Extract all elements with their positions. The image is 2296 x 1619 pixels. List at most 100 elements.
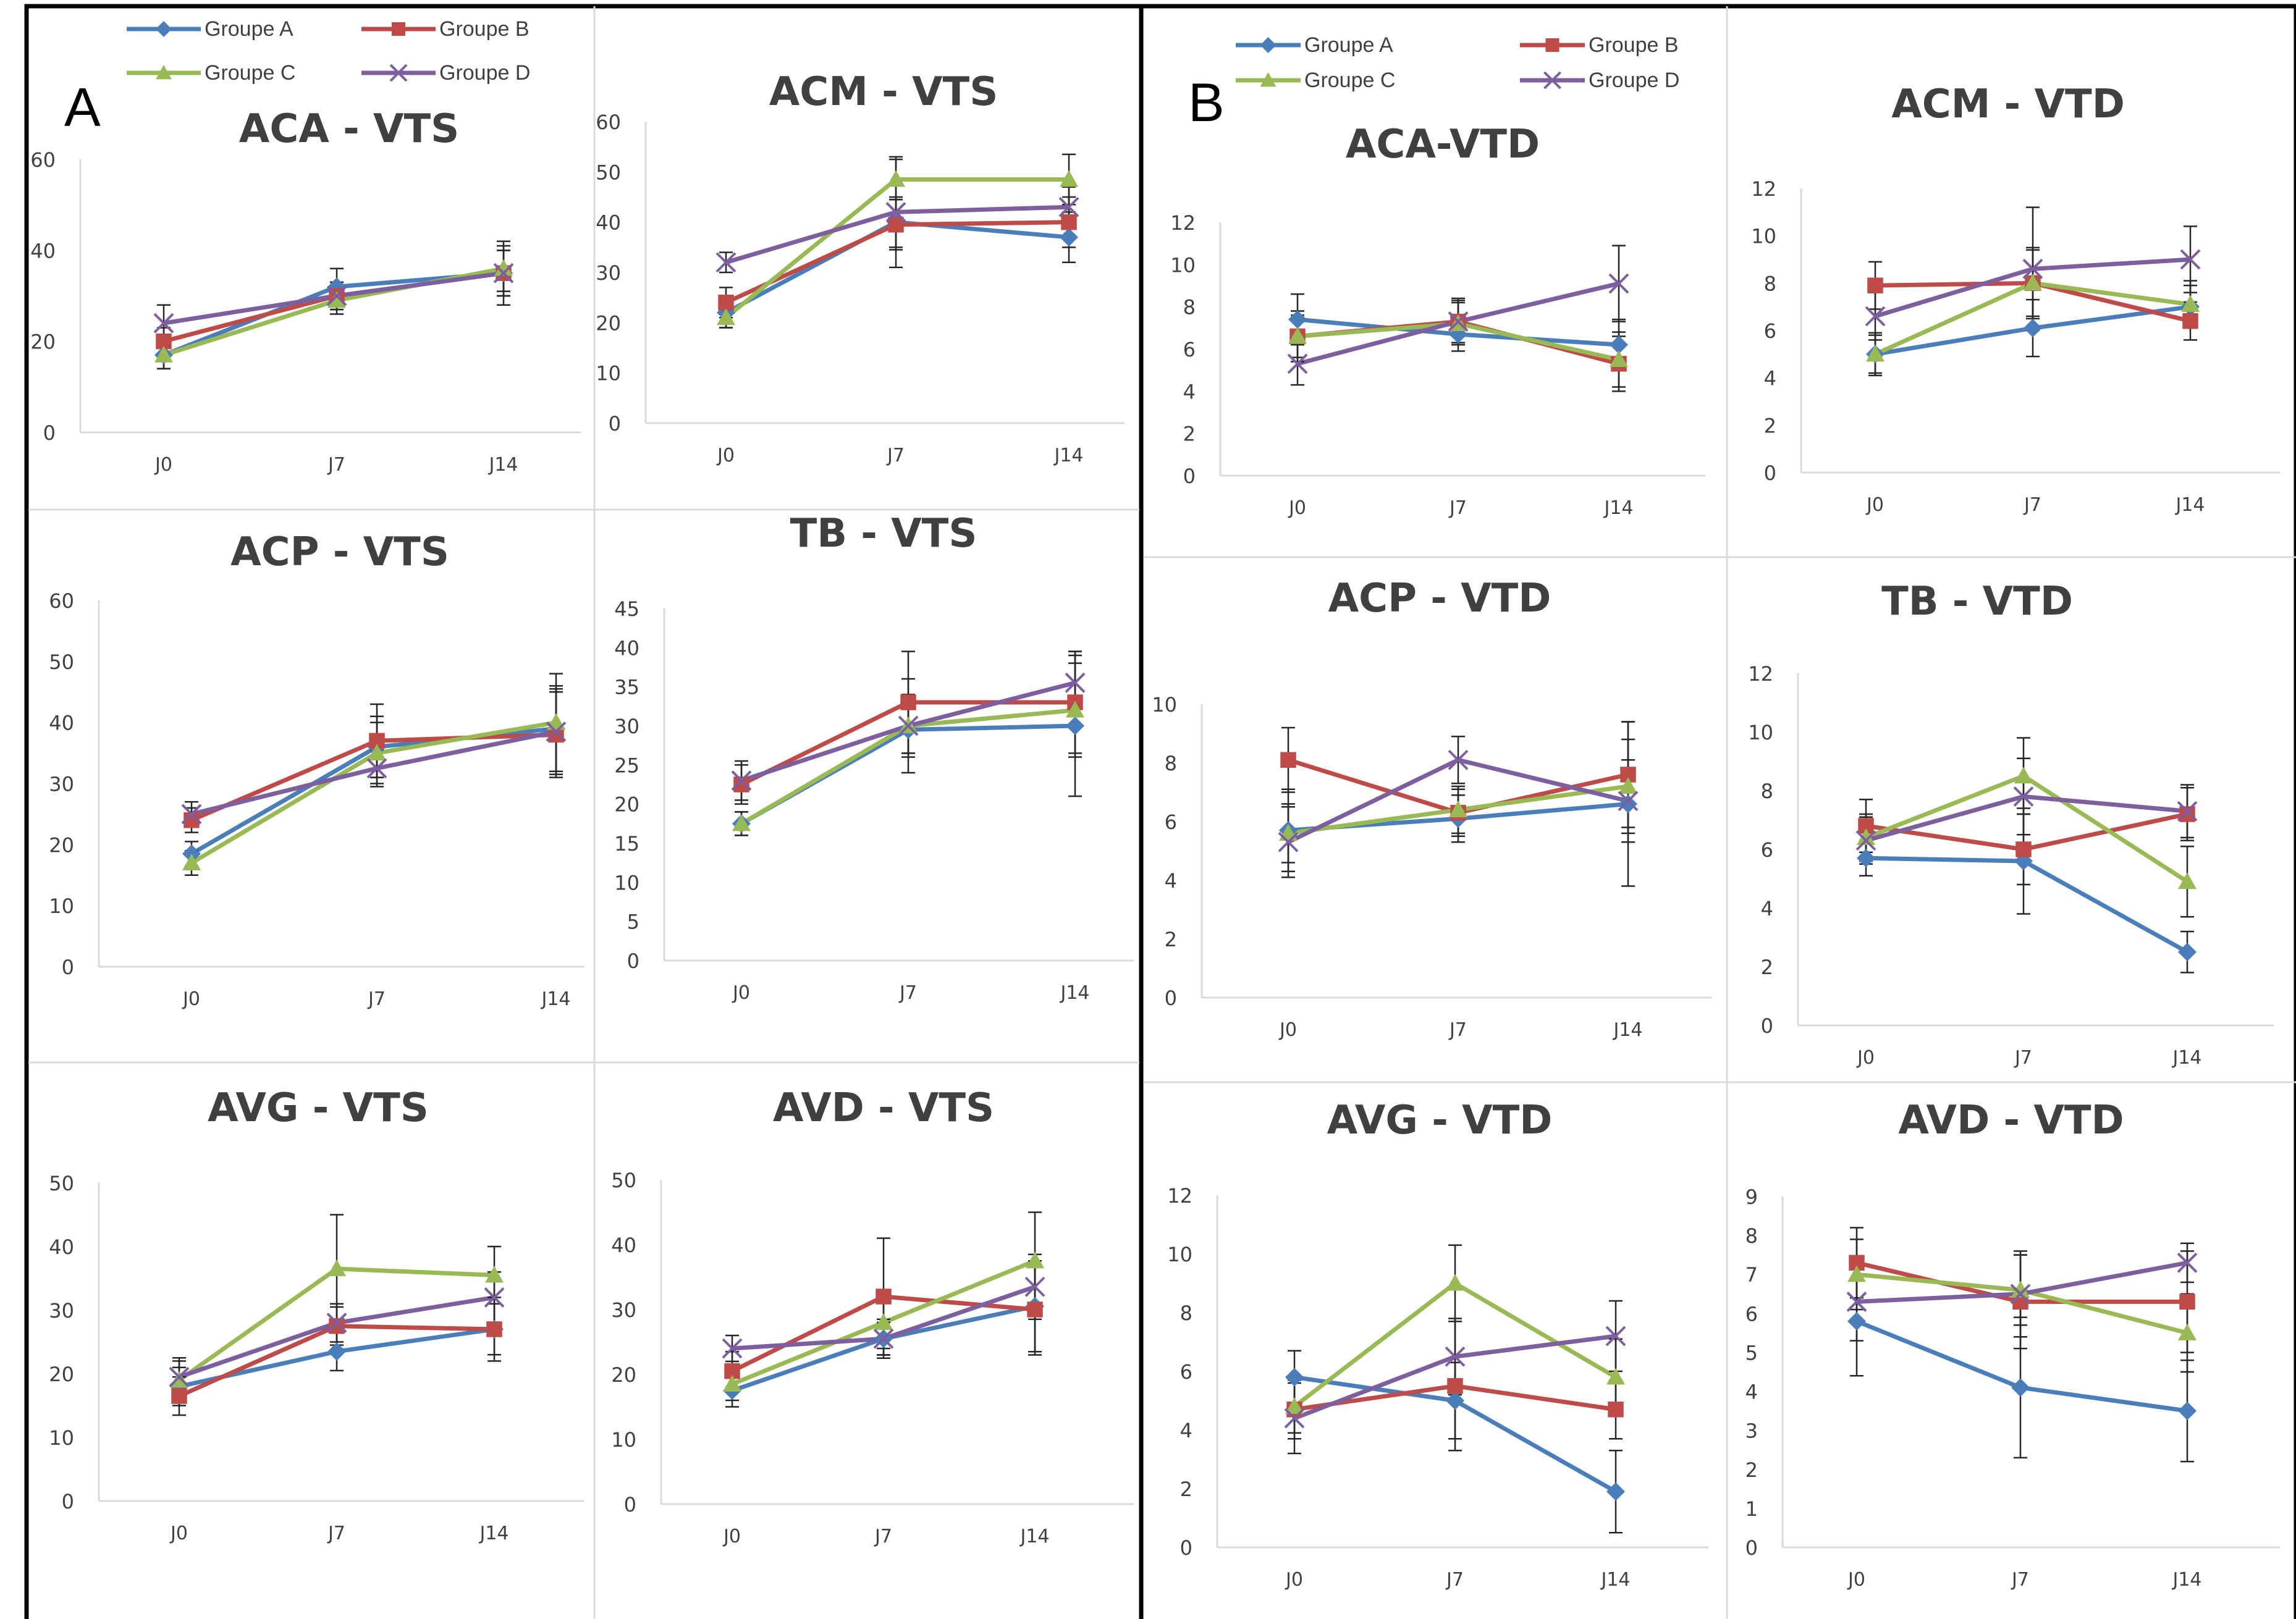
data-point <box>874 1313 893 1330</box>
data-point <box>1060 170 1078 187</box>
marker-stroke <box>493 263 514 284</box>
legend-label: Groupe B <box>1589 33 1679 57</box>
legend-item: Groupe D <box>361 61 530 85</box>
y-tick-label: 2 <box>1764 414 1776 437</box>
data-point <box>2181 295 2200 312</box>
data-point <box>153 313 174 334</box>
data-point <box>1857 828 1875 845</box>
data-point <box>1847 1311 1866 1331</box>
y-tick-label: 8 <box>1745 1224 1758 1248</box>
y-tick-label: 10 <box>1167 1243 1192 1266</box>
x-tick-label: J7 <box>886 445 905 466</box>
data-point <box>1606 1368 1625 1385</box>
marker-stroke <box>169 1366 190 1387</box>
marker-stroke <box>885 201 906 222</box>
marker-stroke <box>2177 801 2198 822</box>
y-tick-label: 30 <box>614 715 639 738</box>
data-point <box>1619 794 1637 814</box>
x-tick-label: J14 <box>487 454 518 476</box>
y-tick-label: 2 <box>1761 956 1773 979</box>
x-tick-label: J7 <box>1448 1019 1467 1041</box>
x-tick-label: J0 <box>1285 1569 1303 1591</box>
chart-avg-vts: AVG - VTS 0 10 20 30 40 50 J0 J7 J14 <box>49 1085 584 1544</box>
x-tick-label: J0 <box>169 1523 188 1544</box>
data-point <box>1847 1265 1866 1282</box>
chart-avd-vtd: AVD - VTD 0 1 2 3 4 5 6 7 8 9 J0 J7 J14 <box>1745 1098 2280 1591</box>
y-tick-label: 60 <box>596 111 621 134</box>
data-point <box>546 721 567 742</box>
legend-marker <box>1545 38 1560 53</box>
marker-stroke <box>1278 831 1299 852</box>
data-point <box>1619 777 1637 794</box>
y-tick-label: 10 <box>611 1428 636 1452</box>
y-tick-label: 30 <box>611 1298 636 1322</box>
y-tick-label: 4 <box>1180 1419 1192 1442</box>
legend-label: Groupe D <box>439 61 530 85</box>
x-tick-label: J14 <box>2171 1047 2201 1069</box>
x-tick-label: J14 <box>478 1523 509 1544</box>
chart-tb-vtd: TB - VTD 0 2 4 6 8 10 12 J0 J7 J14 <box>1748 579 2274 1069</box>
data-point <box>170 1371 188 1388</box>
legend-item: Groupe A <box>1236 33 1393 57</box>
legend-marker <box>1260 37 1277 53</box>
chart-title: ACM - VTS <box>769 69 998 115</box>
data-point <box>1288 310 1307 329</box>
x-tick-label: J7 <box>327 1523 345 1544</box>
marker-stroke <box>2010 1284 2031 1305</box>
data-point <box>327 1342 346 1361</box>
y-tick-label: 1 <box>1745 1497 1758 1521</box>
data-point <box>2177 1252 2198 1273</box>
y-tick-label: 40 <box>596 211 621 235</box>
y-tick-label: 8 <box>1165 752 1177 775</box>
chart-title: TB - VTS <box>790 511 977 557</box>
data-point <box>1446 1274 1464 1291</box>
y-tick-label: 4 <box>1764 367 1776 390</box>
data-point <box>1278 831 1299 852</box>
y-tick-label: 20 <box>49 833 74 857</box>
data-point <box>717 308 735 326</box>
data-point <box>731 770 752 791</box>
data-point <box>1026 1251 1044 1269</box>
y-tick-label: 12 <box>1167 1184 1192 1208</box>
x-tick-label: J14 <box>1603 497 1633 519</box>
marker-stroke <box>898 715 919 736</box>
y-tick-label: 50 <box>49 1172 74 1195</box>
y-tick-label: 0 <box>624 1493 636 1516</box>
y-tick-label: 20 <box>30 330 56 354</box>
y-tick-label: 0 <box>1764 461 1776 485</box>
x-tick-label: J14 <box>1059 982 1089 1004</box>
y-tick-label: 15 <box>614 832 639 856</box>
data-point <box>326 1313 347 1334</box>
data-point <box>1449 801 1467 817</box>
data-point <box>2024 319 2042 338</box>
y-tick-label: 30 <box>596 261 621 285</box>
data-point <box>873 1328 894 1349</box>
data-point <box>2015 841 2032 857</box>
y-tick-label: 10 <box>614 871 639 894</box>
marker-stroke <box>1543 71 1561 90</box>
legend-item: Groupe C <box>127 61 295 85</box>
data-point <box>1060 228 1078 247</box>
marker-stroke <box>1024 1276 1045 1297</box>
legend-marker <box>1260 72 1277 87</box>
data-point <box>1284 1408 1305 1429</box>
y-tick-label: 2 <box>1183 423 1196 446</box>
marker-stroke <box>731 770 752 791</box>
data-point <box>169 1366 190 1387</box>
legend-item: Groupe A <box>127 17 293 41</box>
data-point <box>1066 717 1084 735</box>
y-tick-label: 10 <box>49 1426 74 1450</box>
legend-item: Groupe D <box>1520 69 1679 92</box>
data-point <box>486 1321 502 1337</box>
data-point <box>1610 335 1628 355</box>
x-tick-label: J14 <box>540 988 570 1010</box>
data-point <box>1605 1326 1626 1347</box>
y-tick-label: 6 <box>1183 338 1196 361</box>
y-tick-label: 6 <box>1165 810 1177 834</box>
data-point <box>887 170 905 187</box>
data-point <box>2178 1323 2197 1340</box>
y-tick-label: 10 <box>1748 721 1773 744</box>
chart-acp-vtd: ACP - VTD 0 2 4 6 8 10 J0 J7 J14 <box>1152 576 1711 1041</box>
data-point <box>1855 830 1876 851</box>
data-point <box>2013 786 2034 807</box>
